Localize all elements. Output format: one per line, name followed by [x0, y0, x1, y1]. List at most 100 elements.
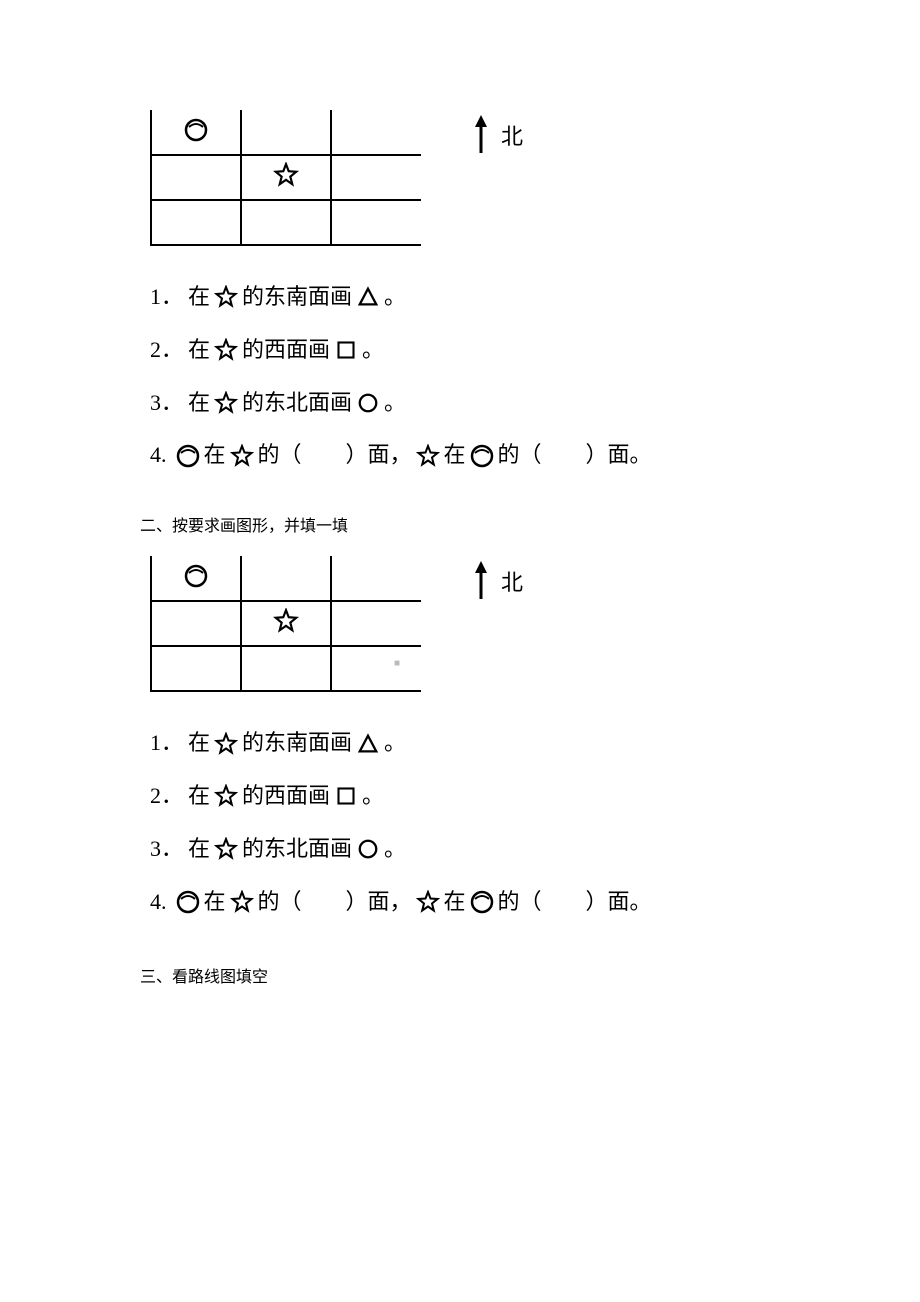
- star-icon: [213, 836, 239, 862]
- q-text: 在: [188, 717, 210, 770]
- star-icon: [415, 443, 441, 469]
- q-text: 。: [384, 717, 406, 770]
- face-icon: [469, 889, 495, 915]
- star-icon: [229, 443, 255, 469]
- north-label: 北: [501, 119, 523, 151]
- grid-cell: [151, 646, 241, 691]
- q-text: 的（ ）面，: [258, 876, 412, 929]
- q-text: 在: [188, 271, 210, 324]
- north-indicator-1: 北: [471, 115, 523, 155]
- grid-cell: [241, 110, 331, 155]
- direction-grid-2: [150, 556, 421, 692]
- q-text: 的（ ）面。: [498, 876, 652, 929]
- section-title-3: 三、看路线图填空: [140, 963, 780, 987]
- questions-1: 1． 在 的东南面画 。 2． 在 的西面画 。 3． 在 的东北面画 。 4.: [150, 271, 780, 482]
- face-icon: [175, 889, 201, 915]
- q-text: 的西面画: [242, 770, 330, 823]
- question-1-3: 3． 在 的东北面画 。: [150, 377, 780, 430]
- face-icon: [183, 563, 209, 589]
- q-text: 在: [444, 429, 466, 482]
- q-num: 1．: [150, 271, 183, 324]
- direction-grid-1: [150, 110, 421, 246]
- q-text: 在: [188, 823, 210, 876]
- grid-cell: [241, 556, 331, 601]
- exercise-block-2: 北 1． 在 的东南面画 。 2． 在 的西面画 。 3． 在 的东北面画 。: [140, 556, 780, 928]
- circle-icon: [355, 836, 381, 862]
- grid-cell: [241, 646, 331, 691]
- north-label: 北: [501, 565, 523, 597]
- question-2-1: 1． 在 的东南面画 。: [150, 717, 780, 770]
- grid-cell: [331, 601, 421, 646]
- q-num: 3．: [150, 377, 183, 430]
- question-1-2: 2． 在 的西面画 。: [150, 324, 780, 377]
- circle-icon: [355, 390, 381, 416]
- q-text: 。: [384, 271, 406, 324]
- grid-cell: [331, 646, 421, 691]
- q-text: 的东北面画: [242, 377, 352, 430]
- q-text: 在: [188, 377, 210, 430]
- q-num: 2．: [150, 324, 183, 377]
- grid-cell: [151, 601, 241, 646]
- grid-with-compass-2: 北: [150, 556, 780, 692]
- question-2-2: 2． 在 的西面画 。: [150, 770, 780, 823]
- question-1-1: 1． 在 的东南面画 。: [150, 271, 780, 324]
- star-icon: [213, 783, 239, 809]
- q-text: 的（ ）面，: [258, 429, 412, 482]
- grid-cell: [151, 110, 241, 155]
- q-text: 在: [188, 324, 210, 377]
- star-icon: [213, 337, 239, 363]
- grid-cell: [151, 155, 241, 200]
- q-text: 在: [444, 876, 466, 929]
- grid-cell: [331, 200, 421, 245]
- question-2-4: 4. 在 的（ ）面， 在 的（ ）面。: [150, 876, 780, 929]
- q-text: 在: [204, 876, 226, 929]
- triangle-icon: [355, 284, 381, 310]
- arrow-up-icon: [471, 115, 491, 155]
- q-text: 的东南面画: [242, 271, 352, 324]
- q-text: 。: [384, 823, 406, 876]
- question-1-4: 4. 在 的（ ）面， 在 的（ ）面。: [150, 429, 780, 482]
- star-icon: [273, 608, 299, 634]
- grid-cell: [241, 155, 331, 200]
- q-num: 4.: [150, 876, 167, 929]
- grid-cell: [331, 155, 421, 200]
- questions-2: 1． 在 的东南面画 。 2． 在 的西面画 。 3． 在 的东北面画 。 4.: [150, 717, 780, 928]
- q-text: 的西面画: [242, 324, 330, 377]
- q-text: 在: [204, 429, 226, 482]
- square-icon: [333, 783, 359, 809]
- exercise-block-1: 北 1． 在 的东南面画 。 2． 在 的西面画 。 3． 在 的东北面画 。: [140, 110, 780, 482]
- triangle-icon: [355, 731, 381, 757]
- q-text: 。: [362, 770, 384, 823]
- grid-with-compass-1: 北: [150, 110, 780, 246]
- question-2-3: 3． 在 的东北面画 。: [150, 823, 780, 876]
- q-text: 。: [362, 324, 384, 377]
- arrow-up-icon: [471, 561, 491, 601]
- star-icon: [229, 889, 255, 915]
- star-icon: [213, 284, 239, 310]
- section-title-2: 二、按要求画图形，并填一填: [140, 512, 780, 536]
- q-num: 2．: [150, 770, 183, 823]
- star-icon: [273, 162, 299, 188]
- face-icon: [175, 443, 201, 469]
- star-icon: [213, 731, 239, 757]
- q-text: 在: [188, 770, 210, 823]
- grid-cell: [241, 200, 331, 245]
- q-num: 4.: [150, 429, 167, 482]
- grid-cell: [331, 110, 421, 155]
- square-icon: [333, 337, 359, 363]
- q-text: 的（ ）面。: [498, 429, 652, 482]
- q-text: 。: [384, 377, 406, 430]
- grid-cell: [241, 601, 331, 646]
- north-indicator-2: 北: [471, 561, 523, 601]
- watermark: ■: [394, 658, 400, 669]
- q-text: 的东南面画: [242, 717, 352, 770]
- face-icon: [183, 117, 209, 143]
- face-icon: [469, 443, 495, 469]
- grid-cell: [151, 556, 241, 601]
- q-num: 1．: [150, 717, 183, 770]
- star-icon: [415, 889, 441, 915]
- q-num: 3．: [150, 823, 183, 876]
- grid-cell: [151, 200, 241, 245]
- grid-cell: [331, 556, 421, 601]
- q-text: 的东北面画: [242, 823, 352, 876]
